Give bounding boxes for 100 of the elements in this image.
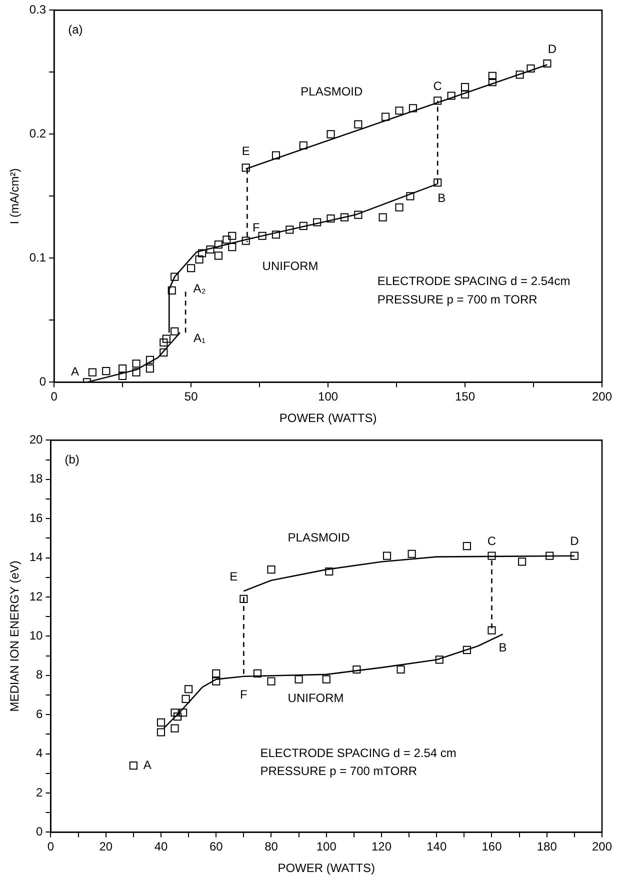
x-tick-label: 200 [592, 390, 612, 404]
point [162, 334, 170, 343]
x-tick-label: 160 [482, 840, 502, 854]
point [488, 72, 496, 80]
y-tick-label: 10 [29, 628, 44, 643]
y-tick-label: 0 [36, 824, 44, 839]
point [267, 566, 276, 574]
point [326, 214, 335, 223]
annotation: UNIFORM [262, 259, 318, 274]
point [326, 130, 335, 138]
point [325, 567, 334, 576]
point [460, 83, 470, 92]
point [182, 694, 190, 703]
x-axis-title: POWER (WATTS) [279, 411, 377, 426]
x-tick-label: 200 [592, 840, 612, 854]
y-axis-title: I (mA/cm²) [8, 168, 22, 224]
text: (b) [64, 452, 80, 467]
point [352, 665, 361, 674]
annotation: ELECTRODE SPACING d = 2.54cm [377, 274, 570, 288]
point [206, 245, 214, 254]
y-tick-label: 6 [36, 706, 44, 721]
point [258, 232, 266, 240]
point [242, 164, 250, 172]
x-tick-label: 40 [154, 840, 168, 854]
point [518, 558, 526, 566]
annotation: A [70, 364, 79, 379]
point [118, 364, 127, 373]
point [132, 368, 140, 376]
point [488, 78, 496, 86]
y-tick-label: 20 [29, 432, 44, 447]
point [160, 348, 168, 356]
point [146, 364, 154, 373]
point [228, 232, 236, 240]
point [408, 550, 416, 558]
point [156, 718, 166, 726]
point [156, 728, 166, 736]
y-tick-label: 0.2 [29, 126, 46, 141]
point [462, 646, 471, 654]
point [434, 96, 442, 105]
annotation: F [240, 688, 248, 702]
y-tick-label: 4 [36, 746, 44, 760]
annotation: PLASMOID [300, 84, 363, 98]
point [170, 272, 179, 281]
point [294, 675, 303, 684]
annotation: D [548, 42, 557, 56]
y-tick-label: 0.1 [29, 250, 46, 265]
point [462, 542, 471, 550]
x-tick-label: 100 [318, 390, 338, 404]
annotation: A₁ [194, 330, 206, 345]
point [395, 106, 404, 115]
annotation: B [498, 640, 507, 655]
point [195, 255, 204, 264]
point [286, 226, 294, 234]
y-tick-label: 2 [36, 785, 44, 800]
point [272, 151, 280, 160]
point [228, 243, 236, 252]
point [170, 327, 179, 336]
y-tick-label: 14 [29, 550, 44, 564]
point [299, 222, 308, 230]
annotation: E [242, 144, 250, 158]
point [434, 178, 442, 187]
annotation: PRESSURE p = 700 mTORR [260, 764, 418, 778]
y-tick-label: 12 [29, 589, 44, 604]
point [382, 552, 392, 560]
point [214, 240, 222, 249]
point [129, 762, 138, 770]
point [526, 64, 535, 73]
point [340, 213, 349, 222]
point [406, 192, 414, 200]
point [170, 724, 179, 732]
point [198, 249, 206, 258]
annotation: A₂ [193, 282, 206, 296]
point [408, 104, 418, 112]
point [240, 594, 248, 603]
point [88, 368, 96, 376]
point [179, 708, 188, 717]
x-tick-label: 20 [99, 840, 113, 854]
point [212, 677, 220, 686]
x-tick-label: 60 [209, 840, 224, 854]
point [212, 669, 220, 678]
x-tick-label: 50 [184, 390, 198, 404]
point [395, 203, 404, 212]
x-tick-label: 80 [264, 840, 278, 854]
annotation: C [487, 534, 496, 548]
annotation: B [438, 191, 446, 206]
point [299, 141, 308, 150]
point [354, 120, 362, 128]
point [488, 626, 496, 634]
point [242, 236, 250, 245]
point [118, 372, 127, 380]
point [570, 552, 578, 560]
x-tick-label: 0 [50, 390, 58, 404]
annotation: UNIFORM [288, 691, 344, 706]
point [160, 338, 168, 347]
point [253, 669, 262, 678]
point [516, 70, 524, 79]
annotation: PRESSURE p = 700 m TORR [377, 292, 538, 307]
point [396, 665, 405, 674]
point [222, 236, 231, 244]
text: (a) [68, 22, 83, 37]
